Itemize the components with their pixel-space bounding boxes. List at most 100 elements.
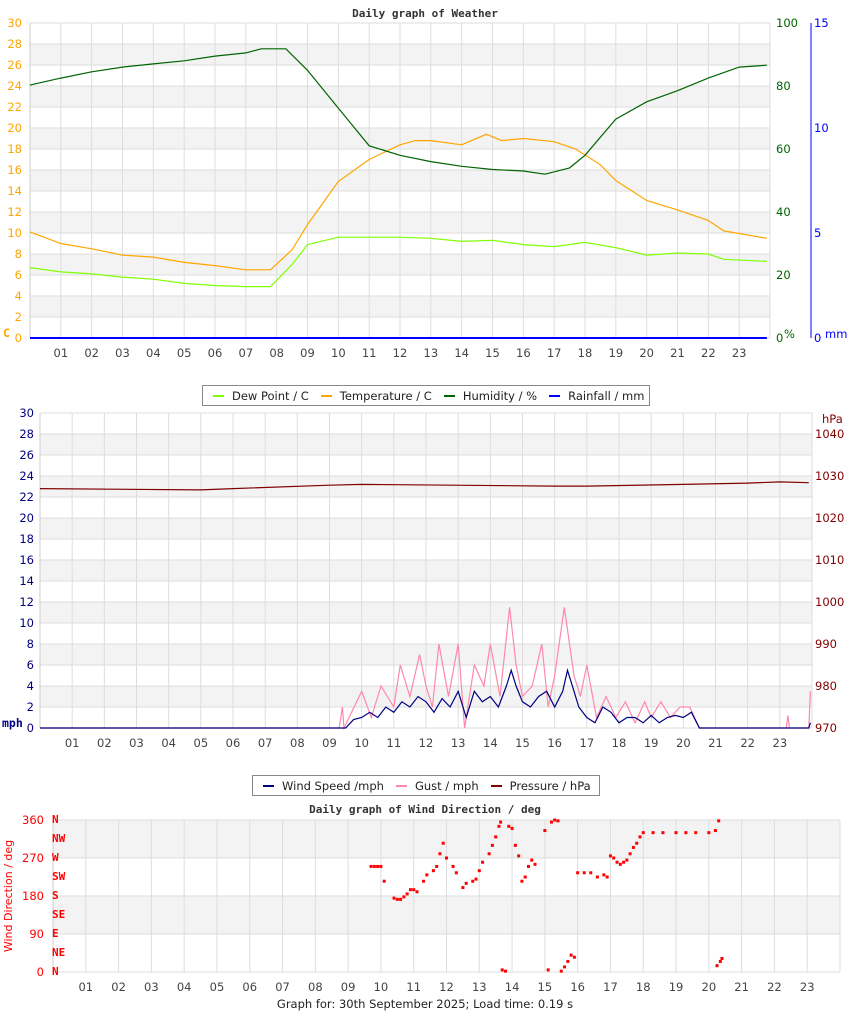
series-line-gust-mph [40,607,811,731]
wind-direction-point [520,879,524,883]
y-tick-label-left: 26 [19,448,34,462]
wind-direction-point [622,860,626,864]
axis-unit-right2: mm [825,327,847,341]
y-tick-label-right1: 20 [776,268,791,282]
x-tick-label: 23 [773,736,788,750]
wind-direction-point [715,964,719,968]
y-tick-label-left: 0 [27,721,34,735]
wind-direction-point [553,818,557,822]
x-tick-label: 13 [424,346,439,360]
wind-direction-point [494,835,498,839]
wind-direction-point [517,854,521,858]
y-tick-label-left: 18 [7,142,22,156]
compass-label: N [52,965,59,978]
wind-direction-point [382,879,386,883]
wind-direction-point [415,890,419,894]
wind-direction-point [507,824,511,828]
y-tick-label-left: 2 [15,310,22,324]
legend-swatch [395,784,407,787]
wind-direction-point [477,869,481,873]
y-tick-label-right1: 990 [815,637,837,651]
wind-direction-point [425,873,429,877]
wind-direction-point [471,879,475,883]
y-tick-label-left: 20 [19,511,34,525]
x-tick-label: 14 [505,980,520,994]
legend-item: Gust / mph [395,778,479,793]
wind-direction-point [395,897,399,901]
x-tick-label: 02 [84,346,99,360]
y-tick-label-left: 14 [19,574,34,588]
y-tick-label-right1: 1040 [815,427,844,441]
wind-direction-point [481,860,485,864]
series-line-dew-point-c [29,236,767,288]
x-tick-label: 11 [406,980,421,994]
x-tick-label: 04 [146,346,161,360]
wind-direction-point [399,897,403,901]
chart-1 [29,22,812,339]
y-tick-label-right1: 60 [776,142,791,156]
wind-direction-point [625,858,629,862]
y-tick-label-left: 16 [19,553,34,567]
series-line-humidity- [29,48,767,175]
y-tick-label-right1: 80 [776,79,791,93]
x-tick-label: 12 [439,980,454,994]
y-tick-label-left: 12 [7,205,22,219]
legend-swatch [443,394,455,397]
wind-direction-point [589,871,593,875]
wind-direction-point [546,968,550,972]
wind-direction-point [510,826,514,830]
y-tick-label-left: 4 [15,289,22,303]
chart-title: Daily graph of Weather [352,7,498,20]
y-tick-label-left: 360 [22,813,44,827]
wind-direction-point [595,875,599,879]
footer-text: Graph for: 30th September 2025; Load tim… [276,997,574,1011]
wind-direction-point [605,875,609,879]
wind-direction-point [392,896,396,900]
y-tick-label-left: 28 [19,427,34,441]
x-tick-label: 03 [144,980,159,994]
x-tick-label: 15 [515,736,530,750]
chart-3 [52,818,841,973]
y-tick-label-right1: 1020 [815,511,844,525]
x-tick-label: 09 [322,736,337,750]
y-tick-label-right1: 40 [776,205,791,219]
wind-direction-point [376,864,380,868]
compass-label: N [52,813,59,826]
y-tick-label-left: 270 [22,851,44,865]
y-tick-label-left: 6 [15,268,22,282]
y-tick-label-right1: 1000 [815,595,844,609]
y-tick-label-right1: 1010 [815,553,844,567]
legend-item: Rainfall / mm [549,389,644,403]
y-axis-title: Wind Direction / deg [2,840,15,952]
legend-swatch [320,394,332,397]
wind-direction-point [563,965,567,969]
y-tick-label-left: 6 [27,658,34,672]
y-tick-label-left: 0 [15,331,22,345]
wind-direction-point [500,968,504,972]
y-tick-label-left: 26 [7,58,22,72]
x-tick-label: 07 [258,736,273,750]
wind-direction-point [438,852,442,856]
legend-wind: Wind Speed /mph Gust / mph Pressure / hPa [252,775,600,796]
legend-item: Wind Speed /mph [263,779,384,793]
x-tick-label: 07 [275,980,290,994]
y-tick-label-left: 4 [27,679,34,693]
x-tick-label: 15 [538,980,553,994]
wind-direction-point [694,831,698,835]
x-tick-label: 22 [701,346,716,360]
x-tick-label: 16 [516,346,531,360]
x-tick-label: 07 [239,346,254,360]
x-tick-label: 13 [451,736,466,750]
wind-direction-point [543,829,547,833]
chart-2 [39,412,813,731]
legend-item: Temperature / C [320,389,432,403]
wind-direction-point [454,871,458,875]
series-line-pressure-hpa [39,481,809,491]
wind-direction-point [530,858,534,862]
x-tick-label: 21 [670,346,685,360]
x-tick-label: 10 [374,980,389,994]
compass-label: S [52,889,59,902]
legend-label: Gust / mph [414,778,479,793]
y-tick-label-left: 22 [7,100,22,114]
